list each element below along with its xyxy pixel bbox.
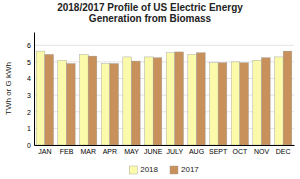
title: 2018/2017 Profile of US Electric EnergyG… (57, 2, 243, 24)
bar (218, 63, 227, 145)
x-tick-label: OCT (232, 148, 248, 155)
bar (132, 61, 141, 145)
x-tick: AUG (189, 148, 204, 155)
bars (36, 51, 292, 145)
bar (88, 56, 97, 145)
title-line: 2018/2017 Profile of US Electric Energy (57, 2, 243, 13)
y-tick-label: 2 (27, 109, 31, 116)
x-tick-label: APR (103, 148, 117, 155)
legend-item: 2017 (170, 165, 199, 174)
bar (67, 64, 76, 145)
bar (58, 60, 67, 145)
grid-line (34, 45, 294, 46)
y-tick: 4 (27, 75, 34, 82)
y-tick: 1 (27, 125, 34, 132)
x-tick: JUNE (144, 148, 163, 155)
legend: 2018 2017 (129, 165, 199, 174)
bar (45, 54, 54, 145)
x-axis-line (35, 145, 295, 146)
bar (123, 57, 132, 145)
x-tick-label: SEPT (209, 148, 228, 155)
x-tick: MAR (80, 148, 96, 155)
y-tick: 5 (27, 59, 34, 66)
y-tick: 3 (27, 92, 34, 99)
bar (175, 52, 184, 145)
x-tick-label: DEC (276, 148, 291, 155)
bar (145, 57, 154, 145)
bar (283, 51, 292, 145)
title-line: Generation from Biomass (89, 13, 212, 24)
x-tick: JULY (167, 148, 184, 155)
x-tick: SEPT (209, 148, 228, 155)
legend-swatch (129, 166, 137, 174)
y-axis-title: TWh or G kWh (4, 62, 13, 115)
bar (231, 62, 240, 145)
grid (34, 45, 294, 145)
bar (275, 57, 284, 145)
x-tick: JAN (38, 148, 51, 155)
x-tick: DEC (276, 148, 291, 155)
x-tick-label: MAY (124, 148, 139, 155)
bar (240, 63, 249, 145)
bar (36, 51, 45, 145)
bar (262, 58, 271, 145)
bar-series (45, 51, 292, 145)
y-tick: 2 (27, 109, 34, 116)
bar-series (36, 51, 283, 145)
y-tick-label: 1 (27, 125, 31, 132)
bar (188, 54, 197, 145)
x-tick: MAY (124, 148, 139, 155)
y-tick-label: 3 (27, 92, 31, 99)
plot: JAN FEB MAR APR MAY JUNE JULY AUG SEPT OCT NOV DEC 0… (27, 33, 294, 155)
x-tick: APR (103, 148, 117, 155)
y-tick-label: 0 (27, 142, 31, 149)
y-axis: 0 1 2 3 4 5 6 (27, 33, 34, 149)
x-tick: OCT (232, 148, 248, 155)
bar (166, 53, 175, 145)
bar (101, 64, 110, 145)
x-tick: FEB (60, 148, 74, 155)
y-tick-label: 4 (27, 75, 31, 82)
x-tick-label: FEB (60, 148, 74, 155)
legend-label: 2018 (140, 165, 158, 174)
y-tick: 0 (27, 142, 34, 149)
legend-swatch (170, 166, 178, 174)
legend-label: 2017 (181, 165, 199, 174)
bar (153, 58, 162, 145)
x-tick-label: AUG (189, 148, 204, 155)
x-tick: NOV (254, 148, 270, 155)
chart: 2018/2017 Profile of US Electric EnergyG… (0, 0, 300, 179)
legend-item: 2018 (129, 165, 158, 174)
x-axis: JAN FEB MAR APR MAY JUNE JULY AUG SEPT OCT NOV DEC (35, 146, 295, 155)
bar (80, 54, 89, 145)
y-tick: 6 (27, 42, 34, 49)
y-tick-label: 6 (27, 42, 31, 49)
x-tick-label: NOV (254, 148, 270, 155)
x-tick-label: JULY (167, 148, 184, 155)
x-tick-label: JAN (38, 148, 51, 155)
bar (197, 53, 206, 145)
x-tick-label: JUNE (144, 148, 163, 155)
y-axis-line (34, 33, 35, 146)
x-tick-label: MAR (80, 148, 96, 155)
bar (253, 60, 262, 145)
y-tick-label: 5 (27, 59, 31, 66)
bar (110, 64, 119, 145)
bar (210, 63, 219, 145)
